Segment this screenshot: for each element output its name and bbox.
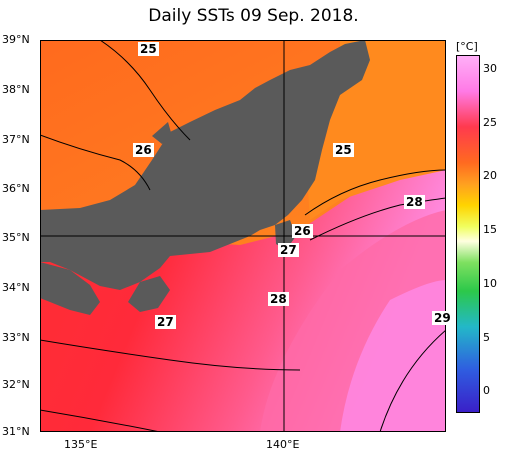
- ocean-far-southeast: [340, 280, 446, 432]
- isotherm-contours: [40, 40, 446, 432]
- contour-label: 26: [133, 143, 154, 157]
- latitude-label: 32°N: [2, 378, 30, 391]
- contour-label: 27: [155, 315, 176, 329]
- latitude-label: 36°N: [2, 182, 30, 195]
- colorbar-tick: 15: [483, 223, 497, 236]
- contour-label: 29: [432, 311, 453, 325]
- land-honshu: [40, 40, 370, 290]
- colorbar-tick: 0: [483, 384, 490, 397]
- land-kii-peninsula: [128, 276, 170, 312]
- map-border: [40, 40, 446, 432]
- sst-map: [40, 40, 446, 432]
- contour-label: 28: [404, 195, 425, 209]
- contour-label: 26: [292, 224, 313, 238]
- contour-label: 25: [138, 42, 159, 56]
- latitude-label: 39°N: [2, 33, 30, 46]
- latitude-label: 37°N: [2, 133, 30, 146]
- colorbar-unit: [°C]: [456, 40, 478, 53]
- land-shikoku: [40, 262, 100, 315]
- latitude-label: 31°N: [2, 425, 30, 438]
- contour-label: 28: [268, 292, 289, 306]
- colorbar-tick: 10: [483, 277, 497, 290]
- contour-label: 25: [333, 143, 354, 157]
- land-noto: [152, 122, 172, 144]
- colorbar-tick: 30: [483, 62, 497, 75]
- longitude-label: 140°E: [266, 438, 300, 451]
- colorbar-tick: 25: [483, 116, 497, 129]
- longitude-label: 135°E: [64, 438, 98, 451]
- colorbar: [456, 55, 480, 413]
- latitude-label: 35°N: [2, 231, 30, 244]
- graticule: [40, 40, 446, 432]
- map-title: Daily SSTs 09 Sep. 2018.: [148, 6, 359, 26]
- contour-label: 27: [278, 243, 299, 257]
- latitude-label: 33°N: [2, 331, 30, 344]
- land-boso: [275, 220, 296, 250]
- colorbar-tick: 20: [483, 169, 497, 182]
- latitude-label: 38°N: [2, 83, 30, 96]
- colorbar-tick: 5: [483, 331, 490, 344]
- latitude-label: 34°N: [2, 281, 30, 294]
